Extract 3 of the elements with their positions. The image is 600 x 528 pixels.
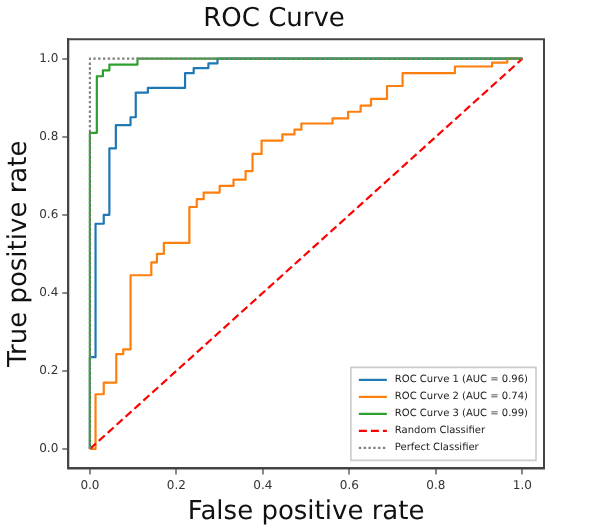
x-axis-title: False positive rate [187, 497, 425, 528]
y-axis-title: True positive rate [4, 140, 35, 370]
chart-title: ROC Curve [203, 4, 345, 35]
